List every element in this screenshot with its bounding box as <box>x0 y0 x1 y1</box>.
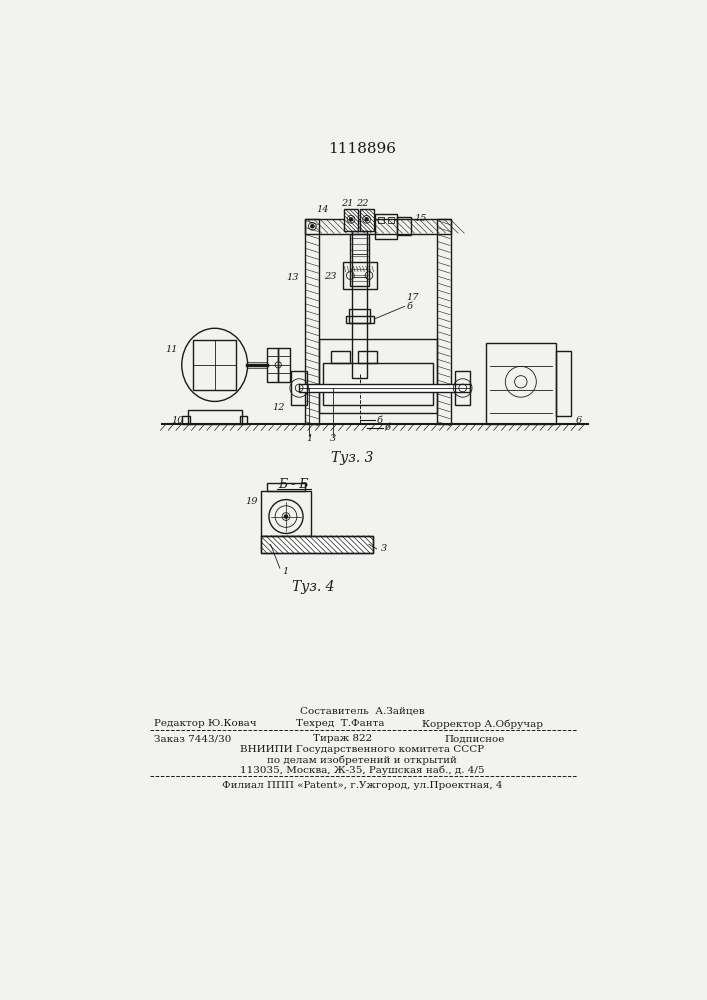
Bar <box>375 214 397 239</box>
Text: 17: 17 <box>406 293 419 302</box>
Bar <box>279 348 290 382</box>
Text: 113035, Москва, Ж-35, Раушская наб., д. 4/5: 113035, Москва, Ж-35, Раушская наб., д. … <box>240 765 484 775</box>
Circle shape <box>311 225 314 228</box>
Bar <box>344 209 358 231</box>
Bar <box>378 217 385 223</box>
Circle shape <box>284 515 288 518</box>
Bar <box>349 309 370 323</box>
Bar <box>187 410 242 424</box>
Bar <box>305 219 320 424</box>
Bar <box>358 351 378 363</box>
Bar <box>261 536 373 553</box>
Text: 1118896: 1118896 <box>328 142 396 156</box>
Text: Филиал ППП «Patent», г.Ужгород, ул.Проектная, 4: Филиал ППП «Patent», г.Ужгород, ул.Проек… <box>222 781 502 790</box>
Text: Техред  Т.Фанта: Техред Т.Фанта <box>296 719 385 728</box>
Bar <box>346 316 373 323</box>
Bar <box>437 219 451 424</box>
Text: 12: 12 <box>272 403 284 412</box>
Text: Редактор Ю.Ковач: Редактор Ю.Ковач <box>154 719 257 728</box>
Bar <box>397 217 411 235</box>
Text: ВНИИПИ Государственного комитета СССР: ВНИИПИ Государственного комитета СССР <box>240 745 484 754</box>
Text: б: б <box>406 302 412 311</box>
Text: 11: 11 <box>165 345 178 354</box>
Text: 19: 19 <box>245 497 257 506</box>
Text: б: б <box>385 424 390 432</box>
Text: Τуз. 4: Τуз. 4 <box>292 580 334 594</box>
Bar <box>352 231 368 378</box>
Bar <box>305 219 451 234</box>
Text: 22: 22 <box>356 199 369 208</box>
Bar <box>343 262 377 289</box>
Bar <box>455 371 470 405</box>
Bar <box>267 348 279 382</box>
Bar <box>387 217 394 223</box>
Text: 6: 6 <box>575 416 582 425</box>
Text: Подписное: Подписное <box>445 734 506 743</box>
Bar <box>320 339 437 413</box>
Text: 14: 14 <box>316 205 329 214</box>
Bar <box>182 416 190 424</box>
Bar <box>331 351 351 363</box>
Text: 13: 13 <box>286 273 299 282</box>
Bar <box>360 209 373 231</box>
Text: 1: 1 <box>306 434 312 443</box>
Bar <box>240 416 247 424</box>
Circle shape <box>365 218 368 221</box>
Text: 10: 10 <box>171 416 184 425</box>
Bar <box>351 234 369 286</box>
Text: 15: 15 <box>414 214 426 223</box>
Text: 23: 23 <box>324 272 337 281</box>
Bar <box>291 371 307 405</box>
Text: 3: 3 <box>329 434 336 443</box>
Bar <box>323 363 433 405</box>
Text: Корректор А.Обручар: Корректор А.Обручар <box>421 719 543 729</box>
Text: Тираж 822: Тираж 822 <box>313 734 373 743</box>
Text: 21: 21 <box>341 199 354 208</box>
Text: по делам изобретений и открытий: по делам изобретений и открытий <box>267 755 457 765</box>
Text: 1: 1 <box>282 567 288 576</box>
Bar <box>193 340 236 389</box>
Bar <box>261 536 373 553</box>
Text: Τуз. 3: Τуз. 3 <box>331 451 373 465</box>
Text: Заказ 7443/30: Заказ 7443/30 <box>154 734 232 743</box>
Text: б: б <box>377 416 382 425</box>
Bar <box>486 343 556 424</box>
Circle shape <box>349 218 353 221</box>
Bar <box>556 351 571 416</box>
Text: Составитель  А.Зайцев: Составитель А.Зайцев <box>300 707 424 716</box>
Bar <box>261 491 311 536</box>
Bar <box>267 483 305 491</box>
Bar <box>299 384 470 392</box>
Text: Б - Б: Б - Б <box>279 478 309 491</box>
Text: 3: 3 <box>380 544 387 553</box>
